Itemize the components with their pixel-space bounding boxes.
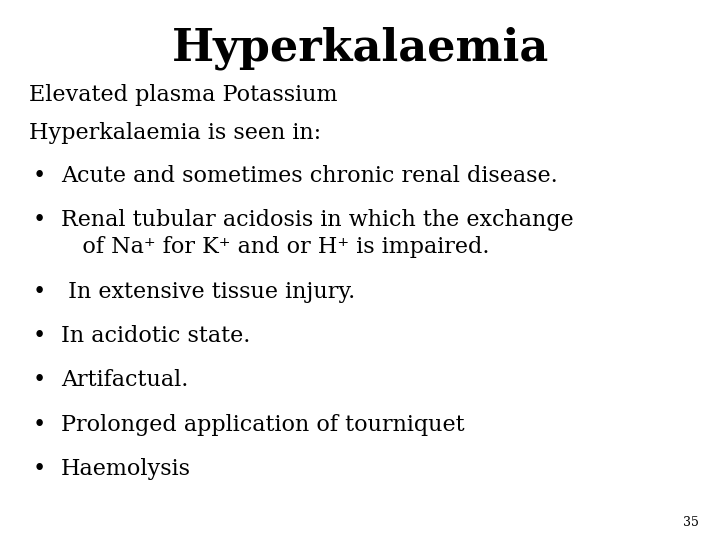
Text: Artifactual.: Artifactual.	[61, 369, 189, 392]
Text: Prolonged application of tourniquet: Prolonged application of tourniquet	[61, 414, 465, 436]
Text: 35: 35	[683, 516, 698, 529]
Text: •: •	[33, 369, 46, 392]
Text: •: •	[33, 414, 46, 436]
Text: Acute and sometimes chronic renal disease.: Acute and sometimes chronic renal diseas…	[61, 165, 558, 187]
Text: •: •	[33, 325, 46, 347]
Text: In acidotic state.: In acidotic state.	[61, 325, 251, 347]
Text: Hyperkalaemia: Hyperkalaemia	[171, 27, 549, 71]
Text: Elevated plasma Potassium: Elevated plasma Potassium	[29, 84, 337, 106]
Text: Hyperkalaemia is seen in:: Hyperkalaemia is seen in:	[29, 122, 321, 144]
Text: •: •	[33, 209, 46, 231]
Text: of Na⁺ for K⁺ and or H⁺ is impaired.: of Na⁺ for K⁺ and or H⁺ is impaired.	[61, 237, 490, 259]
Text: •: •	[33, 458, 46, 480]
Text: •: •	[33, 281, 46, 303]
Text: Renal tubular acidosis in which the exchange: Renal tubular acidosis in which the exch…	[61, 209, 574, 231]
Text: Haemolysis: Haemolysis	[61, 458, 192, 480]
Text: •: •	[33, 165, 46, 187]
Text: In extensive tissue injury.: In extensive tissue injury.	[61, 281, 356, 303]
